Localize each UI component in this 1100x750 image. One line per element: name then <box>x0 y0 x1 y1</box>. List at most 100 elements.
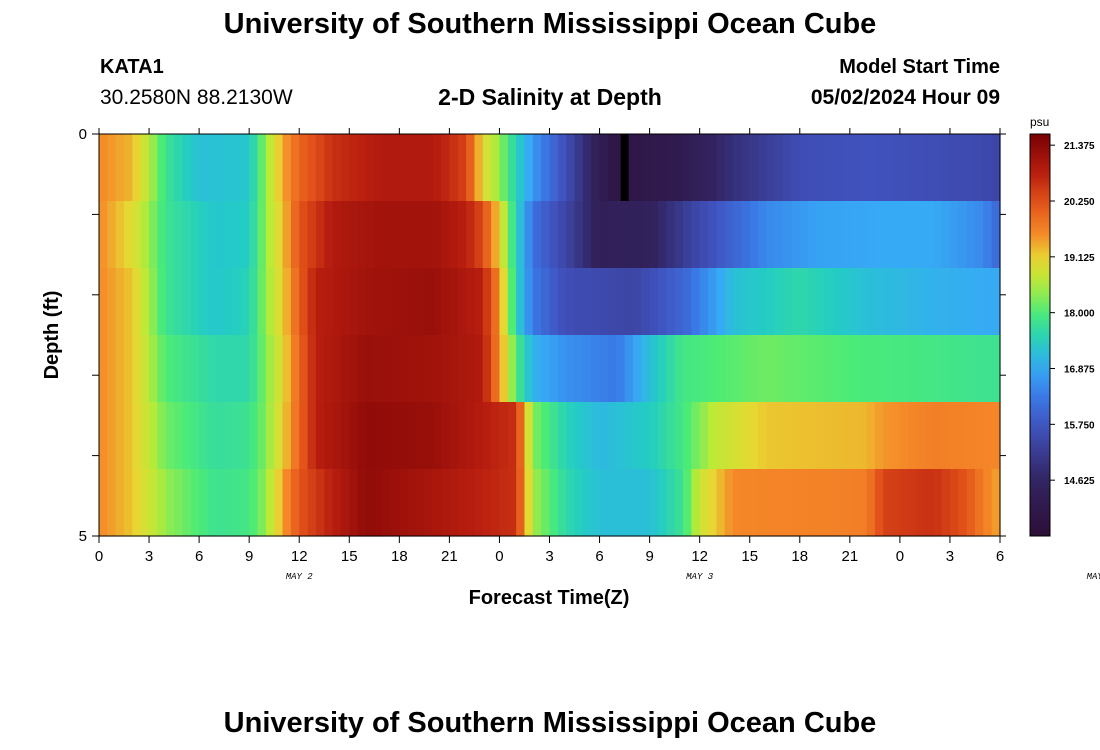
heatmap-cell <box>491 201 501 269</box>
heatmap-cell <box>499 268 509 336</box>
heatmap-cell <box>716 201 726 269</box>
heatmap-cell <box>232 268 242 336</box>
heatmap-cell <box>808 134 818 202</box>
heatmap-cell <box>132 402 142 470</box>
heatmap-cell <box>407 134 417 202</box>
heatmap-cell <box>257 402 267 470</box>
heatmap-cell <box>149 402 158 470</box>
heatmap-cell <box>916 402 926 470</box>
heatmap-cell <box>257 268 267 336</box>
heatmap-cell <box>582 268 592 336</box>
x-tick-label: 3 <box>946 548 954 565</box>
colorbar-tick-label: 18.000 <box>1064 309 1095 320</box>
heatmap-cell <box>466 201 476 269</box>
heatmap-cell <box>624 402 634 470</box>
x-tick-label: 21 <box>441 548 458 565</box>
heatmap-cell <box>399 469 409 537</box>
heatmap-cell <box>107 469 117 537</box>
heatmap-cell <box>516 402 526 470</box>
heatmap-cell <box>941 402 951 470</box>
heatmap-cell <box>916 201 926 269</box>
heatmap-cell <box>441 335 450 403</box>
heatmap-cell <box>758 335 767 403</box>
heatmap-cell <box>733 268 742 336</box>
heatmap-cell <box>682 201 692 269</box>
heatmap-cell <box>941 268 951 336</box>
heatmap-cell <box>499 134 509 202</box>
heatmap-cell <box>149 201 158 269</box>
heatmap-cell <box>524 469 534 537</box>
heatmap-cell <box>432 268 442 336</box>
heatmap-cell <box>833 201 843 269</box>
heatmap-cell <box>249 134 259 202</box>
heatmap-cell <box>265 469 275 537</box>
heatmap-cell <box>299 335 309 403</box>
heatmap-cell <box>641 402 651 470</box>
heatmap-cell <box>949 469 959 537</box>
heatmap-cell <box>474 134 484 202</box>
heatmap-cell <box>841 335 851 403</box>
heatmap-cell <box>783 268 793 336</box>
heatmap-cell <box>758 469 767 537</box>
heatmap-cell <box>724 335 734 403</box>
colorbar-tick-label: 14.625 <box>1064 476 1095 487</box>
heatmap-cell <box>741 268 751 336</box>
heatmap-cell <box>182 335 192 403</box>
heatmap-cell <box>824 335 834 403</box>
heatmap-cell <box>315 335 325 403</box>
heatmap-cell <box>616 402 626 470</box>
heatmap-cell <box>682 134 692 202</box>
heatmap-cell <box>432 134 442 202</box>
heatmap-cell <box>107 201 117 269</box>
heatmap-cell <box>766 335 776 403</box>
heatmap-cell <box>582 469 592 537</box>
heatmap-cell <box>524 134 534 202</box>
heatmap-cell <box>474 402 484 470</box>
heatmap-cell <box>899 402 909 470</box>
heatmap-cell <box>858 201 868 269</box>
heatmap-cell <box>390 469 400 537</box>
x-tick-label: 0 <box>896 548 904 565</box>
heatmap-cell <box>541 268 551 336</box>
heatmap-cell <box>315 201 325 269</box>
heatmap-cell <box>941 335 951 403</box>
heatmap-cell <box>724 402 734 470</box>
heatmap-cell <box>774 268 784 336</box>
heatmap-cell <box>224 469 234 537</box>
heatmap-cell <box>699 134 709 202</box>
heatmap-cell <box>799 469 809 537</box>
heatmap-cell <box>574 402 584 470</box>
heatmap-cell <box>274 469 284 537</box>
heatmap-cell <box>549 335 559 403</box>
heatmap-cell <box>891 469 901 537</box>
heatmap-cell <box>424 335 434 403</box>
heatmap-cell <box>741 469 751 537</box>
heatmap-cell <box>224 268 234 336</box>
date-label: MAY 4 <box>1087 572 1100 582</box>
heatmap-cell <box>240 469 250 537</box>
heatmap-cell <box>566 201 576 269</box>
heatmap-cell <box>874 402 884 470</box>
heatmap-cell <box>799 268 809 336</box>
heatmap-cell <box>365 201 375 269</box>
heatmap-cell <box>924 469 934 537</box>
heatmap-cell <box>691 201 701 269</box>
heatmap-cell <box>783 201 793 269</box>
heatmap-cell <box>616 335 626 403</box>
heatmap-cell <box>849 268 859 336</box>
heatmap-cell <box>282 335 292 403</box>
x-tick-label: 9 <box>645 548 653 565</box>
heatmap-cell <box>174 268 184 336</box>
heatmap-cell <box>491 268 501 336</box>
heatmap-cell <box>858 268 868 336</box>
heatmap-cell <box>566 335 576 403</box>
heatmap-cell <box>582 134 592 202</box>
heatmap-cell <box>290 335 300 403</box>
heatmap-cell <box>432 201 442 269</box>
heatmap-cell <box>591 201 601 269</box>
heatmap-cell <box>866 335 876 403</box>
heatmap-cell <box>215 268 225 336</box>
heatmap-cell <box>649 134 659 202</box>
heatmap-cell <box>424 402 434 470</box>
heatmap-cell <box>824 469 834 537</box>
